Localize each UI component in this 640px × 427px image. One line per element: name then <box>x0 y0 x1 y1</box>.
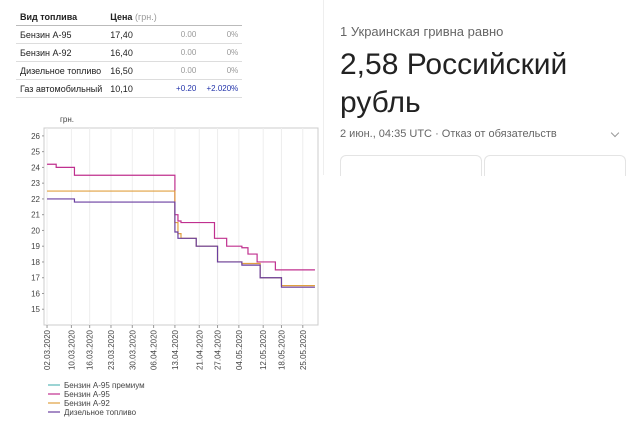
x-tick-label: 21.04.2020 <box>195 329 204 370</box>
table-cell: 0.00 <box>158 61 201 80</box>
y-tick-label: 26 <box>31 132 40 141</box>
table-cell: 10,10 <box>106 79 159 98</box>
y-tick-label: 22 <box>31 195 40 204</box>
table-row: Бензин А-95 17,40 0.00 0% <box>16 25 243 44</box>
chart: грн. 15 16 17 18 19 20 21 22 23 24 25 26 02.03.2020 1… <box>31 115 319 417</box>
plot-frame <box>43 127 319 326</box>
fuel-table: Вид топлива Цена (грн.) Бензин А-95 17,40 0… <box>16 8 243 98</box>
y-tick-label: 16 <box>31 289 40 298</box>
x-tick-label: 30.03.2020 <box>128 329 137 370</box>
legend-label: Дизельное топливо <box>64 408 137 417</box>
x-tick-label: 10.03.2020 <box>67 329 76 370</box>
x-tick-label: 25.05.2020 <box>299 329 308 370</box>
table-cell: Бензин А-92 <box>16 43 107 62</box>
header-text: Цена <box>110 11 133 22</box>
legend-label: Бензин А-95 <box>64 390 110 399</box>
timestamp: 2 июн., 04:35 UTC <box>340 128 433 140</box>
x-tick-label: 04.05.2020 <box>235 329 244 370</box>
y-tick-label: 18 <box>31 258 40 267</box>
y-tick-label: 19 <box>31 242 40 251</box>
y-tick-label: 23 <box>31 179 40 188</box>
y-tick-label: 20 <box>31 226 40 235</box>
table-cell: 0% <box>200 43 243 62</box>
header-row: Вид топлива Цена (грн.) <box>16 8 243 26</box>
x-tick-label: 16.03.2020 <box>86 329 95 370</box>
y-tick-label: 15 <box>31 305 40 314</box>
legend-label: Бензин А-92 <box>64 399 110 408</box>
table-cell: 16,50 <box>106 61 159 80</box>
table-cell: +2.020% <box>200 79 243 98</box>
table-cell: 16,40 <box>106 43 159 62</box>
x-tick-label: 06.04.2020 <box>150 329 159 370</box>
y-axis-label: грн. <box>60 115 74 124</box>
expand-icon[interactable] <box>610 128 620 138</box>
input-box[interactable] <box>340 155 482 176</box>
y-tick-label: 17 <box>31 274 40 283</box>
disclaimer[interactable]: Отказ от обязательств <box>441 128 557 140</box>
y-tick-label: 25 <box>31 148 40 157</box>
legend-label: Бензин А-95 премиум <box>64 381 145 390</box>
x-tick-label: 13.04.2020 <box>171 329 180 370</box>
table-row: Дизельное топливо 16,50 0.00 0% <box>16 61 243 80</box>
table-cell: Бензин А-95 <box>16 25 107 44</box>
input-box[interactable] <box>484 155 626 176</box>
x-tick-label: 12.05.2020 <box>259 329 268 370</box>
table-cell: Дизельное топливо <box>16 61 107 80</box>
x-tick-label: 02.03.2020 <box>43 329 52 370</box>
table-cell: 0% <box>200 25 243 44</box>
header-unit: (грн.) <box>134 11 157 22</box>
table-cell: 0.00 <box>158 43 201 62</box>
table-cell: 0.00 <box>158 25 201 44</box>
series-line <box>47 163 315 271</box>
widget-result: 2,58 Российский рубль <box>340 48 568 119</box>
series-line <box>47 198 315 288</box>
y-tick-label: 21 <box>31 211 40 220</box>
currency-widget: 1 Украинская гривна равно 2,58 Российски… <box>323 0 640 176</box>
table-row: Газ автомобильный 10,10 +0.20 +2.020% <box>16 79 243 98</box>
x-tick-label: 27.04.2020 <box>214 329 223 370</box>
widget-footer: 2 июн., 04:35 UTC · Отказ от обязательст… <box>340 128 557 140</box>
table-cell: 0% <box>200 61 243 80</box>
header-cell: Вид топлива <box>16 8 107 26</box>
table-row: Бензин А-92 16,40 0.00 0% <box>16 43 243 62</box>
x-tick-label: 18.05.2020 <box>277 329 286 370</box>
y-tick-label: 24 <box>31 163 40 172</box>
table-cell: +0.20 <box>158 79 201 98</box>
table-cell: Газ автомобильный <box>16 79 107 98</box>
x-tick-label: 23.03.2020 <box>107 329 116 370</box>
header-cell: Цена (грн.) <box>106 8 243 26</box>
widget-heading: 1 Украинская гривна равно <box>340 24 504 39</box>
table-cell: 17,40 <box>106 25 159 44</box>
